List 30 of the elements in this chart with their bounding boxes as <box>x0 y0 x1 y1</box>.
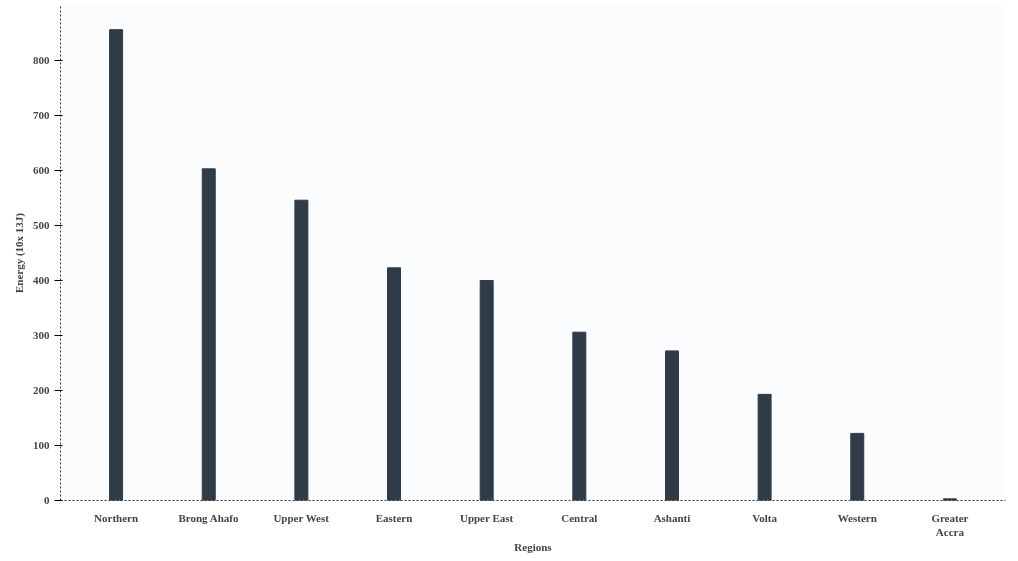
y-tick-label: 600 <box>33 164 50 176</box>
x-tick-label: Ashanti <box>653 511 691 524</box>
x-tick-label: Greater Accra <box>931 511 969 538</box>
x-tick-label: Central <box>561 511 598 524</box>
y-tick-label: 0 <box>44 494 50 506</box>
y-tick-label: 700 <box>33 109 50 121</box>
x-tick-label: Upper West <box>273 511 330 524</box>
x-tick-label: Eastern <box>375 511 413 524</box>
y-tick-label: 200 <box>33 384 50 396</box>
y-axis-title: Energy (10x 13J) <box>13 212 26 294</box>
y-tick-label: 500 <box>33 219 50 231</box>
bar <box>664 350 679 501</box>
bar <box>572 331 587 501</box>
y-tick-label: 300 <box>33 329 50 341</box>
x-tick-label: Volta <box>752 511 778 524</box>
bar <box>479 280 494 501</box>
y-tick-label: 100 <box>33 439 50 451</box>
bar <box>387 267 402 501</box>
y-tick-label: 800 <box>33 54 50 66</box>
x-tick-label: Upper East <box>459 511 514 524</box>
bar <box>201 168 216 501</box>
bar <box>757 393 772 501</box>
x-tick-label: Brong Ahafo <box>178 511 239 524</box>
x-axis-title: Regions <box>514 540 553 553</box>
bar <box>294 199 309 501</box>
y-tick-label: 400 <box>33 274 50 286</box>
x-tick-label: Northern <box>94 511 139 524</box>
bar <box>109 29 124 501</box>
x-tick-label: Western <box>837 511 877 524</box>
bar <box>850 432 865 501</box>
